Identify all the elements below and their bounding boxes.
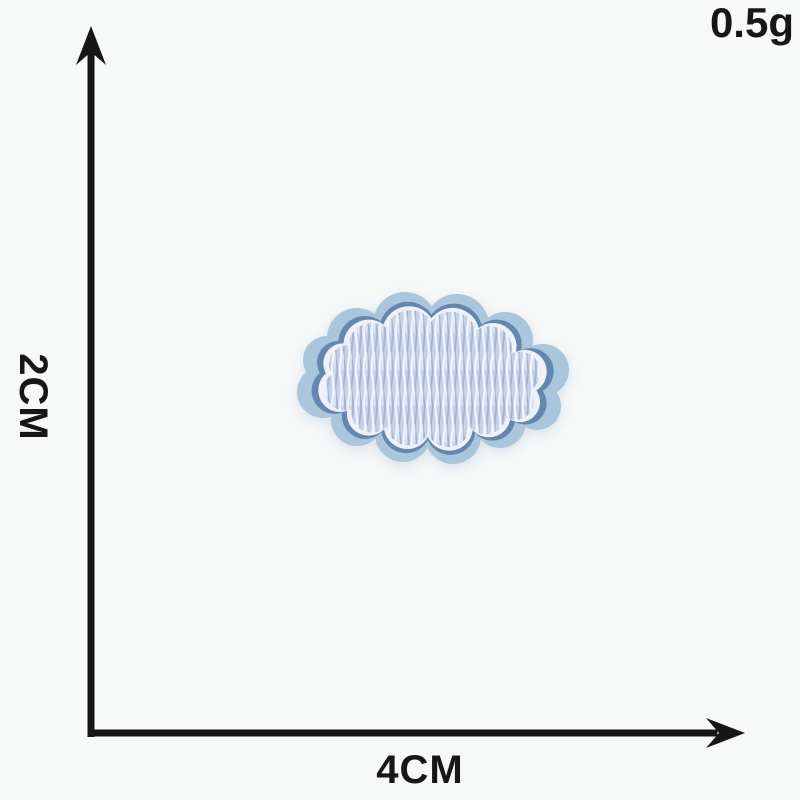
up-arrow-icon xyxy=(76,26,106,65)
measurement-axes xyxy=(76,26,745,748)
horizontal-axis-line xyxy=(87,729,718,737)
right-arrow-icon xyxy=(706,718,745,748)
width-measurement-label: 4CM xyxy=(376,748,464,792)
vertical-axis-line xyxy=(87,50,95,737)
cloud-patch-image xyxy=(297,292,569,464)
weight-label: 0.5g xyxy=(709,0,794,46)
height-measurement-label: 2CM xyxy=(11,353,55,441)
